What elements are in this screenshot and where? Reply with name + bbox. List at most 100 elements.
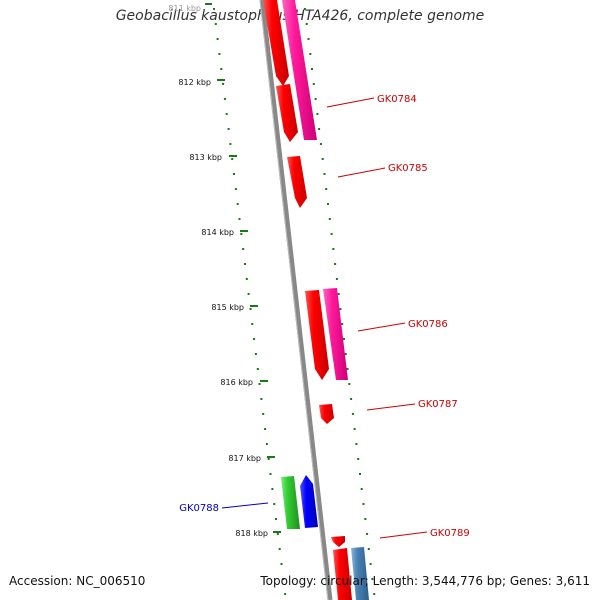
minor-tick-dot	[216, 38, 219, 40]
gene-label-GK0788[interactable]: GK0788	[179, 503, 219, 514]
callout-line	[337, 167, 386, 178]
minor-tick-dot	[337, 293, 340, 295]
minor-tick-dot	[262, 413, 265, 415]
gene-feature-GK0788[interactable]	[300, 475, 318, 528]
minor-tick-dot	[223, 98, 226, 100]
minor-tick-dot	[343, 338, 345, 340]
minor-tick-dot	[234, 188, 237, 190]
gene-feature-GK0789[interactable]	[331, 536, 345, 547]
gene-feature-GK0788-alt[interactable]	[281, 476, 300, 529]
callout-line	[357, 322, 406, 332]
minor-tick-dot	[245, 278, 248, 280]
gene-feature-GK0784[interactable]	[282, 0, 317, 140]
minor-tick-dot	[371, 578, 374, 580]
minor-tick-dot	[355, 443, 358, 445]
tick-label: 817 kbp	[228, 454, 261, 463]
minor-tick-dot	[332, 248, 335, 250]
minor-tick-dot	[273, 503, 276, 505]
minor-tick-dot	[327, 203, 329, 205]
gene-callouts: GK0784 GK0785 GK0786 GK0787 GK0788 GK078…	[179, 94, 470, 539]
minor-tick-dot	[244, 263, 246, 265]
minor-tick-dot	[247, 293, 250, 295]
gene-feature-GK0787[interactable]	[319, 404, 334, 424]
tick-label: 813 kbp	[189, 153, 222, 162]
accession-text: Accession: NC_006510	[9, 574, 146, 588]
minor-tick-dot	[231, 158, 234, 160]
minor-tick-dot	[238, 218, 241, 220]
minor-tick-dot	[218, 53, 221, 55]
minor-tick-dot	[233, 173, 235, 175]
minor-tick-dot	[341, 323, 344, 325]
minor-tick-dot	[353, 428, 356, 430]
minor-tick-dot	[269, 473, 272, 475]
gene-label-GK0787[interactable]: GK0787	[418, 399, 458, 410]
minor-tick-dot	[357, 458, 360, 460]
minor-tick-dot	[318, 128, 321, 130]
minor-tick-dot	[264, 428, 267, 430]
minor-tick-dot	[225, 113, 228, 115]
callout-line	[326, 97, 375, 108]
minor-tick-dot	[303, 8, 306, 10]
tick-label: 818 kbp	[235, 529, 268, 538]
tick-label: 811 kbp	[168, 4, 201, 13]
minor-tick-dot	[359, 473, 361, 475]
minor-tick-dot	[362, 503, 365, 505]
minor-tick-dot	[316, 113, 319, 115]
minor-tick-dot	[214, 23, 217, 25]
tick-label: 814 kbp	[201, 228, 234, 237]
minor-tick-dot	[350, 398, 353, 400]
minor-tick-dot	[275, 518, 277, 520]
coordinate-ticks: 811 kbp 812 kbp 813 kbp 814 kbp 815 kbp …	[168, 3, 281, 538]
minor-tick-dot	[323, 173, 326, 175]
gene-label-GK0784[interactable]: GK0784	[377, 94, 417, 105]
minor-tick-dot	[367, 548, 370, 550]
minor-tick-dot	[311, 68, 313, 70]
minor-tick-dot	[334, 263, 337, 265]
minor-tick-dot	[260, 398, 263, 400]
minor-tick-dot	[256, 368, 259, 370]
minor-tick-dot	[254, 353, 257, 355]
gene-feature-forward[interactable]	[263, 0, 289, 86]
minor-tick-dot	[265, 443, 268, 445]
genome-backbone	[259, 0, 333, 600]
minor-tick-dot	[366, 533, 369, 535]
minor-tick-dot	[348, 383, 351, 385]
gene-label-GK0786[interactable]: GK0786	[408, 319, 448, 330]
minor-tick-dot	[251, 323, 254, 325]
inner-tick-track	[213, 8, 287, 595]
gene-feature-bottom-red[interactable]	[333, 548, 352, 600]
tick-label: 812 kbp	[178, 78, 211, 87]
minor-tick-dot	[305, 23, 308, 25]
gene-feature-GK0785[interactable]	[287, 156, 307, 208]
minor-tick-dot	[330, 233, 333, 235]
gene-feature-GK0786[interactable]	[305, 290, 329, 380]
minor-tick-dot	[267, 458, 270, 460]
minor-tick-dot	[220, 68, 223, 70]
minor-tick-dot	[258, 383, 261, 385]
outer-tick-track	[303, 8, 376, 595]
tick-label: 815 kbp	[211, 303, 244, 312]
minor-tick-dot	[339, 308, 342, 310]
minor-tick-dot	[271, 488, 274, 490]
genome-summary-text: Topology: circular; Length: 3,544,776 bp…	[260, 574, 590, 588]
callout-line	[221, 502, 269, 509]
gene-label-GK0789[interactable]: GK0789	[430, 528, 470, 539]
minor-tick-dot	[282, 578, 285, 580]
minor-tick-dot	[364, 518, 367, 520]
minor-tick-dot	[284, 593, 287, 595]
minor-tick-dot	[280, 563, 283, 565]
minor-tick-dot	[351, 413, 354, 415]
map-title: Geobacillus kaustophilus HTA426, complet…	[115, 8, 485, 24]
gene-feature-GK0784-partner[interactable]	[276, 84, 298, 142]
gene-feature-GK0786-partner[interactable]	[323, 288, 348, 380]
minor-tick-dot	[312, 83, 315, 85]
gene-feature-bottom-misc[interactable]	[351, 547, 369, 600]
minor-tick-dot	[369, 563, 372, 565]
minor-tick-dot	[307, 38, 310, 40]
minor-tick-dot	[360, 488, 363, 490]
minor-tick-dot	[309, 53, 312, 55]
gene-label-GK0785[interactable]: GK0785	[388, 163, 428, 174]
callout-line	[379, 531, 428, 539]
minor-tick-dot	[319, 143, 322, 145]
gene-features	[263, 0, 369, 600]
